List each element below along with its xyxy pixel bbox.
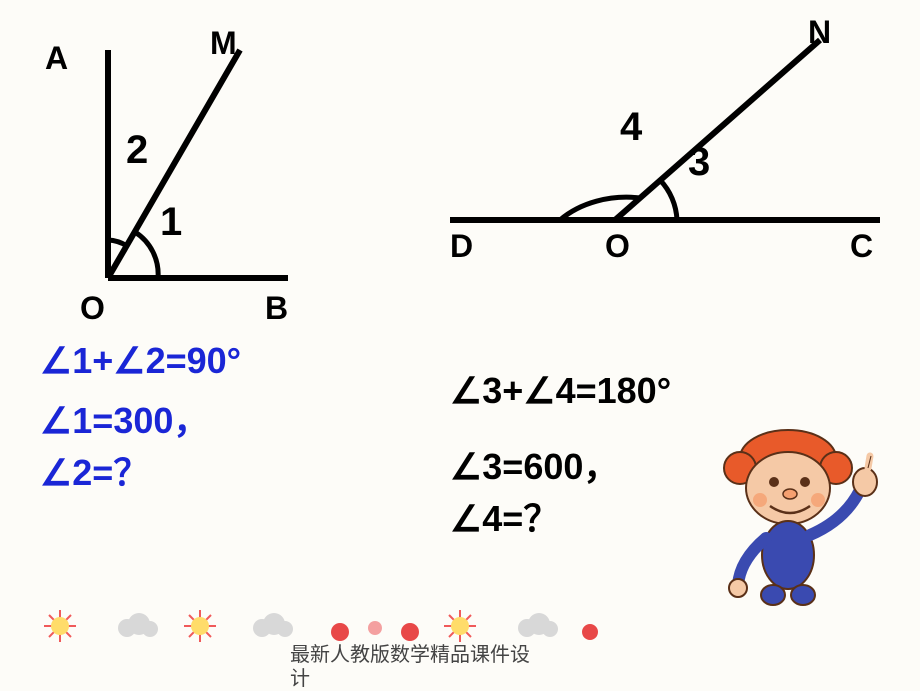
eq-right-1: ∠3+∠4=180° (450, 370, 671, 412)
ray-on (615, 40, 820, 220)
label-o: O (80, 290, 105, 327)
eq-left-2: ∠1=300， (40, 392, 209, 444)
label-d: D (450, 228, 473, 265)
label-angle4: 4 (620, 105, 642, 150)
label-angle3: 3 (688, 140, 710, 185)
eq-left-3: ∠2=？ (40, 444, 149, 496)
eq-right-2: ∠3=600， (450, 438, 619, 490)
eq-right-3: ∠4=？ (450, 490, 559, 542)
angle3-arc (660, 180, 677, 220)
footer-line2: 计 (290, 662, 310, 691)
label-b: B (265, 290, 288, 327)
cartoon-character (710, 410, 900, 615)
label-o2: O (605, 228, 630, 265)
label-c: C (850, 228, 873, 265)
footer-line1: 最新人教版数学精品课件设 (290, 638, 530, 667)
label-n: N (808, 14, 831, 51)
eq-left-1: ∠1+∠2=90° (40, 340, 241, 382)
